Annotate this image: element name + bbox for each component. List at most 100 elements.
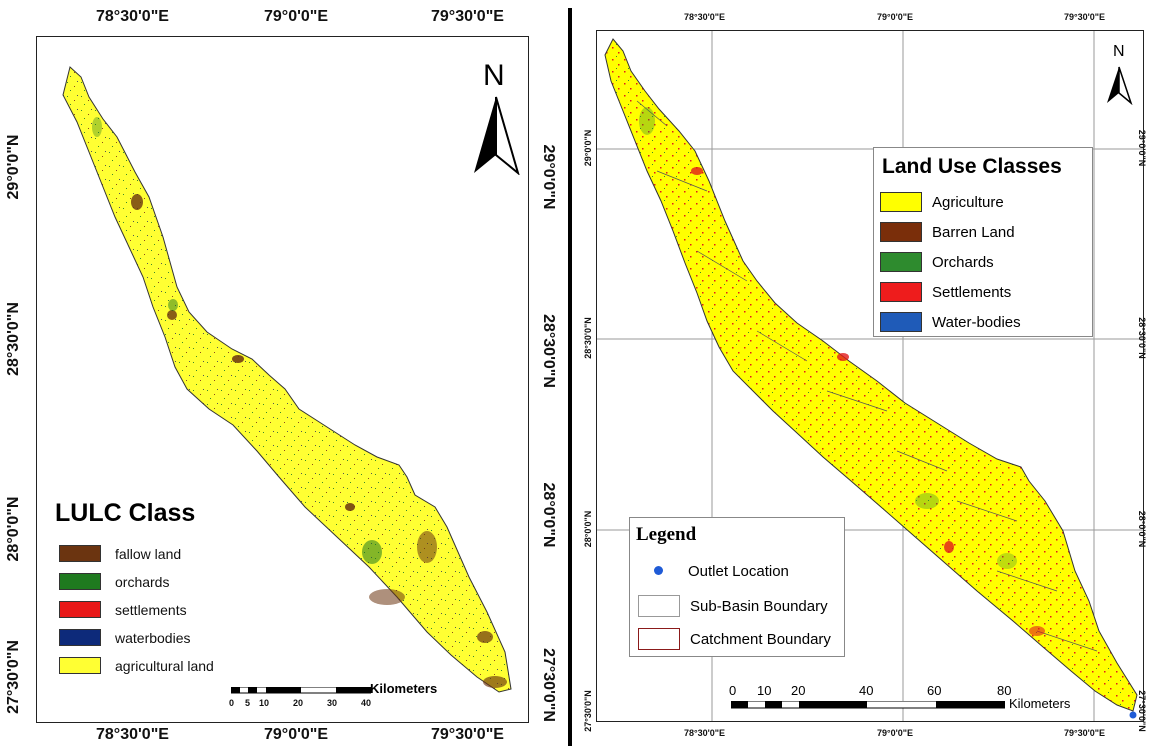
sub-basin-boundary-swatch bbox=[638, 595, 680, 617]
right-scale-unit: Kilometers bbox=[1009, 696, 1071, 711]
right-north-label: N bbox=[1113, 43, 1125, 60]
scale-tick: 10 bbox=[259, 698, 270, 708]
land-use-item: Settlements bbox=[880, 282, 1011, 302]
legend-label: Water-bodies bbox=[932, 313, 1021, 331]
land-use-title: Land Use Classes bbox=[882, 155, 1062, 178]
scale-tick: 5 bbox=[245, 698, 251, 708]
orchards-swatch bbox=[880, 252, 922, 272]
legend-label: Catchment Boundary bbox=[690, 630, 831, 648]
left-scale-unit: Kilometers bbox=[370, 681, 438, 696]
left-top-label-3: 79°30'0"E bbox=[431, 8, 504, 25]
left-basin-shape bbox=[62, 66, 512, 693]
right-side-label-1: 29°0'0"N bbox=[583, 129, 593, 167]
left-right-side-label-1: 29°0'0"N bbox=[540, 144, 557, 210]
north-arrow-icon bbox=[474, 96, 520, 175]
right-right-side-label-4: 27°30'0"N bbox=[1137, 690, 1147, 732]
scale-tick: 60 bbox=[927, 683, 942, 698]
left-bottom-label-3: 79°30'0"E bbox=[431, 726, 504, 743]
left-map-frame: N LULC Class fallow land orchards settle… bbox=[36, 36, 529, 723]
legend-label: Barren Land bbox=[932, 223, 1015, 241]
waterbodies-swatch bbox=[59, 629, 101, 646]
right-basin-shape bbox=[604, 38, 1138, 712]
left-map-panel: 78°30'0"E 79°0'0"E 79°30'0"E bbox=[0, 0, 566, 746]
right-top-label-3: 79°30'0"E bbox=[1064, 12, 1106, 22]
agriculture-swatch bbox=[880, 192, 922, 212]
left-scale-bar bbox=[231, 687, 371, 694]
scale-tick: 40 bbox=[361, 698, 372, 708]
right-scale-bar bbox=[731, 701, 1005, 709]
scale-tick: 40 bbox=[859, 683, 874, 698]
right-right-side-label-3: 28°0'0"N bbox=[1137, 510, 1147, 548]
scale-tick: 20 bbox=[791, 683, 806, 698]
right-right-side-label-1: 29°0'0"N bbox=[1137, 129, 1147, 167]
left-legend-item: orchards bbox=[59, 573, 169, 590]
scale-tick: 0 bbox=[729, 683, 737, 698]
water-bodies-swatch bbox=[880, 312, 922, 332]
settlements-swatch bbox=[880, 282, 922, 302]
right-bottom-label-2: 79°0'0"E bbox=[877, 728, 914, 738]
fallow-land-swatch bbox=[59, 545, 101, 562]
legend-label: fallow land bbox=[115, 545, 182, 562]
legend-item: Catchment Boundary bbox=[638, 628, 831, 650]
legend-label: Settlements bbox=[932, 283, 1012, 301]
settlements-swatch bbox=[59, 601, 101, 618]
legend-item: Outlet Location bbox=[638, 562, 789, 580]
right-top-label-1: 78°30'0"E bbox=[684, 12, 726, 22]
scale-tick: 0 bbox=[229, 698, 235, 708]
left-legend-title: LULC Class bbox=[55, 499, 196, 527]
left-top-label-1: 78°30'0"E bbox=[96, 8, 169, 25]
legend-label: Sub-Basin Boundary bbox=[690, 597, 828, 615]
land-use-item: Agriculture bbox=[880, 192, 1004, 212]
barren-land-swatch bbox=[880, 222, 922, 242]
left-top-label-2: 79°0'0"E bbox=[264, 8, 329, 25]
land-use-item: Orchards bbox=[880, 252, 994, 272]
legend-label: orchards bbox=[115, 573, 170, 590]
land-use-item: Water-bodies bbox=[880, 312, 1021, 332]
panel-divider bbox=[568, 8, 572, 746]
right-side-label-4: 27°30'0"N bbox=[583, 690, 593, 732]
catchment-boundary-swatch bbox=[638, 628, 680, 650]
left-north-label: N bbox=[483, 59, 505, 92]
left-right-side-label-4: 27°30'0"N bbox=[540, 648, 557, 722]
right-map-panel: 78°30'0"E 79°0'0"E 79°30'0"E bbox=[574, 0, 1160, 746]
left-map-canvas bbox=[62, 66, 512, 693]
scale-tick: 80 bbox=[997, 683, 1012, 698]
legend-label: Agriculture bbox=[932, 193, 1004, 211]
left-legend-item: fallow land bbox=[59, 545, 181, 562]
left-bottom-label-1: 78°30'0"E bbox=[96, 726, 169, 743]
left-legend-item: agricultural land bbox=[59, 657, 214, 674]
legend-label: settlements bbox=[115, 601, 187, 618]
left-side-label-4: 27°30'0"N bbox=[5, 640, 22, 714]
legend-title: Legend bbox=[636, 524, 697, 545]
left-legend-item: settlements bbox=[59, 601, 187, 618]
legend-label: agricultural land bbox=[115, 657, 214, 674]
scale-tick: 20 bbox=[293, 698, 304, 708]
left-side-label-2: 28°30'0"N bbox=[5, 302, 22, 376]
left-right-side-label-3: 28°0'0"N bbox=[540, 482, 557, 548]
right-top-label-2: 79°0'0"E bbox=[877, 12, 914, 22]
orchards-swatch bbox=[59, 573, 101, 590]
north-arrow-icon bbox=[1107, 66, 1133, 105]
left-side-label-3: 28°0'0"N bbox=[5, 496, 22, 562]
right-bottom-label-3: 79°30'0"E bbox=[1064, 728, 1106, 738]
outlet-location-marker bbox=[1129, 711, 1137, 719]
right-bottom-label-1: 78°30'0"E bbox=[684, 728, 726, 738]
left-right-side-label-2: 28°30'0"N bbox=[540, 314, 557, 388]
left-legend-item: waterbodies bbox=[59, 629, 191, 646]
agricultural-land-swatch bbox=[59, 657, 101, 674]
outlet-location-icon bbox=[638, 562, 678, 580]
right-side-label-2: 28°30'0"N bbox=[583, 317, 593, 359]
right-map-frame: N Land Use Classes Agriculture Barren La… bbox=[596, 30, 1144, 722]
scale-tick: 10 bbox=[757, 683, 772, 698]
legend-label: Outlet Location bbox=[688, 562, 789, 580]
right-side-label-3: 28°0'0"N bbox=[583, 510, 593, 548]
land-use-item: Barren Land bbox=[880, 222, 1015, 242]
scale-tick: 30 bbox=[327, 698, 338, 708]
legend-item: Sub-Basin Boundary bbox=[638, 595, 828, 617]
legend-label: waterbodies bbox=[115, 629, 191, 646]
land-use-legend: Land Use Classes Agriculture Barren Land… bbox=[873, 147, 1093, 337]
right-right-side-label-2: 28°30'0"N bbox=[1137, 317, 1147, 359]
left-bottom-label-2: 79°0'0"E bbox=[264, 726, 329, 743]
legend-box: Legend Outlet Location Sub-Basin Boundar… bbox=[629, 517, 845, 657]
left-side-label-1: 29°0'0"N bbox=[5, 134, 22, 200]
